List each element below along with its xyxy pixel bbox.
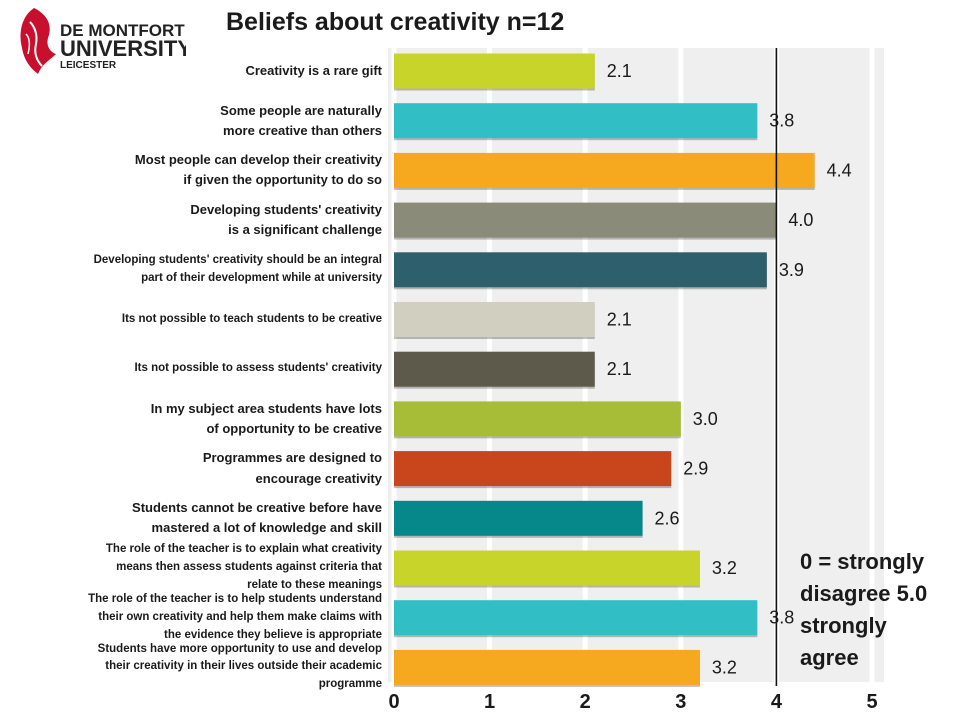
- bar: [394, 649, 700, 685]
- bar-value-label: 4.0: [788, 210, 813, 230]
- bar-value-label: 3.9: [779, 260, 804, 280]
- scale-legend-note: 0 = strongly disagree 5.0 strongly agree: [800, 549, 928, 670]
- bar: [394, 550, 700, 586]
- category-label-line: The role of the teacher is to help stude…: [88, 592, 382, 605]
- bar-value-label: 2.6: [655, 508, 680, 528]
- category-label-line: of opportunity to be creative: [206, 420, 382, 436]
- category-label-line: programme: [318, 678, 382, 691]
- chart-title: Beliefs about creativity n=12: [226, 8, 565, 36]
- category-label-line: Its not possible to teach students to be…: [121, 312, 382, 325]
- category-label: Creativity is a rare gift: [245, 61, 382, 81]
- bar-value-label: 2.1: [607, 310, 632, 330]
- logo-line-3: LEICESTER: [60, 60, 117, 71]
- category-label: Developing students' creativity is a sign…: [190, 200, 382, 240]
- category-label: Its not possible to assess students' cre…: [134, 360, 382, 378]
- x-tick-label: 3: [675, 691, 686, 713]
- category-label-line: mastered a lot of knowledge and skill: [151, 520, 382, 536]
- bar: [394, 600, 758, 636]
- category-label: Its not possible to teach students to be…: [122, 311, 382, 329]
- category-label: The role of the teacher is to help stude…: [88, 591, 382, 644]
- category-label-line: Developing students' creativity: [190, 201, 382, 217]
- category-label: In my subject area students have lots of …: [151, 399, 382, 439]
- category-label-line: the evidence they believe is appropriate: [164, 628, 382, 641]
- category-label-line: Students have more opportunity to use an…: [97, 642, 382, 655]
- category-label-line: is a significant challenge: [228, 222, 382, 238]
- x-tick-label: 5: [866, 691, 877, 713]
- x-tick-label: 2: [580, 691, 591, 713]
- category-label-line: means then assess students against crite…: [116, 561, 382, 574]
- bar: [394, 103, 758, 139]
- category-label: Most people can develop their creativity…: [135, 150, 382, 190]
- bar-value-label: 3.2: [712, 657, 737, 677]
- category-label-line: Creativity is a rare gift: [245, 62, 382, 78]
- bar: [394, 351, 595, 387]
- bar: [394, 401, 681, 437]
- bar-value-label: 4.4: [827, 160, 852, 180]
- category-label-line: In my subject area students have lots: [150, 400, 382, 416]
- x-tick-label: 0: [388, 691, 399, 713]
- bar: [394, 302, 595, 337]
- bar-value-label: 3.8: [769, 608, 794, 628]
- category-label-line: Developing students' creativity should b…: [93, 253, 382, 266]
- dmu-crest-icon: [20, 8, 56, 74]
- bar-value-label: 3.0: [693, 409, 718, 429]
- bar: [394, 252, 767, 288]
- category-label: Students have more opportunity to use an…: [98, 641, 382, 694]
- category-label-line: more creative than others: [223, 122, 382, 138]
- category-label-line: encourage creativity: [255, 470, 382, 486]
- category-label-line: Its not possible to assess students' cre…: [134, 362, 382, 375]
- category-label-line: Some people are naturally: [220, 102, 382, 118]
- category-label-line: The role of the teacher is to explain wh…: [105, 543, 382, 556]
- x-tick-label: 4: [771, 691, 783, 713]
- bar-value-label: 2.1: [607, 61, 632, 81]
- category-label: Some people are naturally more creative t…: [220, 101, 382, 141]
- category-label-line: relate to these meanings: [247, 578, 382, 591]
- category-label-line: Programmes are designed to: [202, 450, 382, 466]
- bar-value-label: 2.9: [683, 459, 708, 479]
- bar-value-label: 3.2: [712, 558, 737, 578]
- category-label: Programmes are designed to encourage crea…: [203, 448, 382, 488]
- bar: [394, 451, 672, 487]
- category-label-line: their creativity in their lives outside …: [105, 660, 382, 673]
- category-label: Developing students' creativity should b…: [94, 252, 382, 288]
- category-label: Students cannot be creative before have m…: [132, 498, 382, 538]
- x-tick-label: 1: [484, 691, 495, 713]
- bar: [394, 202, 777, 238]
- logo-line-1: DE MONTFORT: [60, 21, 185, 40]
- category-label-line: their own creativity and help them make …: [98, 610, 382, 623]
- bar-value-label: 3.8: [769, 111, 794, 131]
- university-logo: DE MONTFORT UNIVERSITY LEICESTER: [20, 8, 186, 74]
- category-label-line: Students cannot be creative before have: [132, 500, 382, 516]
- category-label-line: part of their development while at unive…: [141, 271, 382, 284]
- bar-value-label: 2.1: [607, 359, 632, 379]
- bar: [394, 500, 643, 536]
- category-label: The role of the teacher is to explain wh…: [106, 541, 382, 594]
- logo-line-2: UNIVERSITY: [60, 36, 186, 61]
- bar: [394, 53, 595, 89]
- category-label-line: Most people can develop their creativity: [134, 152, 382, 168]
- category-label-line: if given the opportunity to do so: [183, 172, 382, 188]
- bar: [394, 152, 815, 188]
